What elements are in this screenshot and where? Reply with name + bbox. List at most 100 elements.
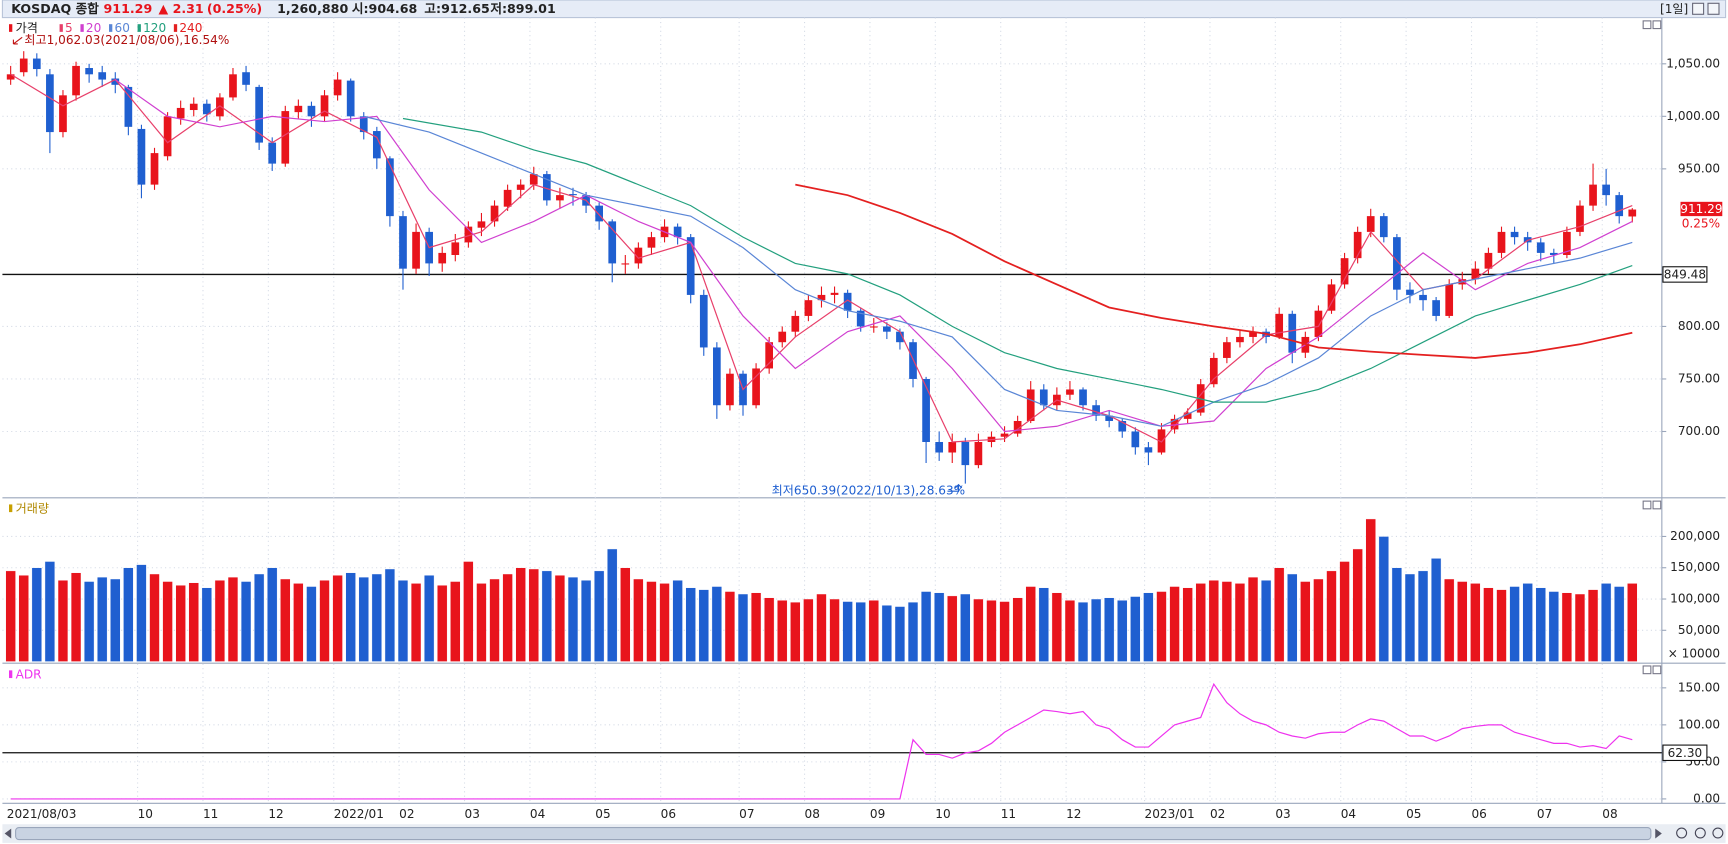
x-tick-label: 07 — [1537, 807, 1552, 821]
legend-label: 가격 — [16, 21, 38, 35]
volume-bar — [502, 573, 513, 662]
candle-body — [1549, 252, 1558, 256]
x-tick-label: 03 — [1275, 807, 1290, 821]
volume-bar — [1522, 583, 1533, 662]
zoom-reset[interactable] — [1712, 827, 1724, 839]
volume-bar — [763, 597, 775, 662]
candle-body — [595, 205, 603, 222]
volume-bar — [1509, 586, 1520, 662]
candle-body — [59, 95, 67, 133]
moving-average-line — [363, 115, 1633, 427]
candle-body — [961, 441, 970, 466]
x-tick-label: 11 — [1001, 807, 1016, 821]
volume-bar — [1496, 589, 1507, 662]
candle-body — [1353, 231, 1362, 259]
panel-title: ADR — [16, 667, 43, 681]
y-tick-label: 150.00 — [1678, 680, 1720, 694]
panel-icon[interactable] — [1642, 20, 1652, 30]
panel-icon[interactable] — [1652, 665, 1662, 675]
candle-body — [1131, 431, 1140, 448]
change-pct: (0.25%) — [207, 1, 262, 16]
restore-button[interactable] — [1692, 2, 1705, 15]
high-annotation: 최고1,062.03(2021/08/06),16.54% — [24, 33, 229, 47]
volume-bar — [332, 575, 343, 662]
panel-icon[interactable] — [1642, 665, 1652, 675]
candle-body — [399, 216, 407, 269]
volume-bar — [607, 548, 618, 662]
volume-bar — [1339, 561, 1350, 662]
candle-body — [98, 72, 107, 80]
volume-bar — [1391, 567, 1403, 662]
candle-body — [1393, 237, 1401, 290]
candle-body — [1275, 313, 1284, 337]
panel-icon[interactable] — [1642, 500, 1652, 510]
candle-body — [804, 300, 813, 316]
period-button[interactable]: [1일] — [1660, 2, 1688, 16]
candle-body — [935, 441, 944, 453]
candle-body — [1497, 231, 1506, 253]
candle-body — [255, 86, 263, 143]
close-button[interactable] — [1707, 2, 1720, 15]
candle-body — [1576, 205, 1584, 232]
volume-bar — [44, 561, 56, 662]
candle-body — [1144, 447, 1153, 453]
legend-label: 240 — [179, 21, 202, 35]
y-tick-label: 700.00 — [1678, 424, 1720, 438]
candle-body — [1118, 420, 1127, 432]
scroll-thumb[interactable] — [15, 826, 1652, 841]
candle-body — [752, 368, 760, 406]
volume-bar — [1600, 583, 1612, 662]
volume-bar — [659, 583, 670, 662]
candle-body — [137, 128, 146, 185]
volume-bar — [1444, 578, 1455, 662]
candle-body — [1066, 389, 1074, 395]
volume-bar — [97, 576, 108, 662]
x-tick-label: 2021/08/03 — [7, 807, 77, 821]
legend-swatch — [173, 24, 178, 32]
candle-body — [817, 294, 826, 301]
candle-body — [1000, 433, 1009, 437]
volume-bar — [437, 585, 448, 662]
candle-body — [19, 58, 28, 73]
candle-body — [1183, 412, 1192, 419]
volume-bar — [1130, 596, 1141, 662]
scroll-right[interactable] — [1655, 828, 1662, 839]
volume-bar — [345, 572, 356, 662]
zoom-out[interactable] — [1676, 827, 1688, 839]
zoom-in[interactable] — [1694, 827, 1706, 839]
volume-bar — [57, 580, 69, 662]
candle-body — [1209, 357, 1218, 385]
candle-body — [1013, 420, 1022, 434]
volume-bar — [1025, 586, 1036, 662]
candle-body — [686, 237, 695, 295]
volume-bar — [1234, 583, 1246, 662]
x-tick-label: 04 — [530, 807, 545, 821]
volume-bar — [110, 578, 121, 662]
candle-body — [1223, 342, 1231, 358]
candle-body — [1079, 389, 1087, 406]
volume-bar — [1012, 597, 1023, 662]
volume-bar — [528, 568, 539, 662]
legend-swatch — [9, 670, 13, 679]
panel-icon[interactable] — [1652, 20, 1662, 30]
volume-bar — [1535, 587, 1546, 662]
x-tick-label: 06 — [661, 807, 676, 821]
volume-bar — [201, 587, 212, 662]
volume-bar — [319, 580, 330, 662]
candle-body — [778, 331, 787, 343]
volume-bar — [894, 606, 906, 662]
scroll-left[interactable] — [4, 828, 12, 839]
candle-body — [359, 116, 368, 133]
panel-icon[interactable] — [1652, 500, 1662, 510]
volume-bar — [868, 600, 879, 662]
candle-body — [1510, 231, 1519, 238]
candle-body — [883, 326, 891, 332]
y-tick-label: 800.00 — [1678, 319, 1720, 333]
volume-bar — [123, 567, 134, 662]
volume-bar — [476, 583, 487, 662]
moving-average-line — [795, 183, 1633, 359]
candle-body — [307, 105, 316, 117]
candle-body — [1628, 209, 1637, 217]
